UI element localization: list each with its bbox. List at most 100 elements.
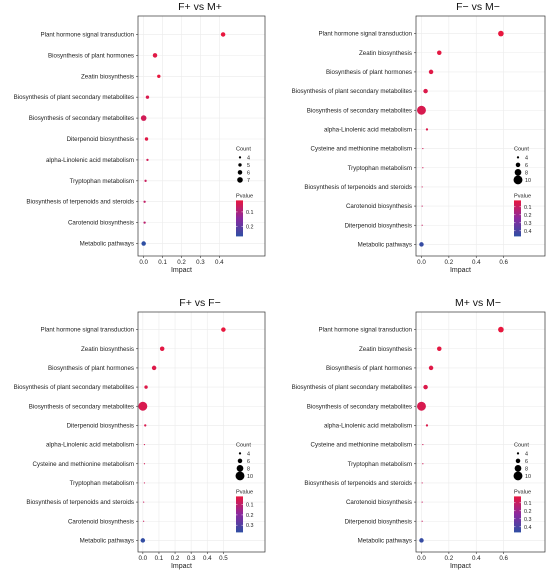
data-point [421, 186, 423, 188]
pvalue-legend-title: Pvalue [236, 193, 253, 199]
data-point [141, 241, 146, 246]
y-tick-label: Biosynthesis of plant secondary metaboli… [292, 88, 412, 95]
pvalue-legend-label: 0.2 [524, 213, 532, 219]
count-legend-label: 6 [525, 163, 528, 169]
count-legend-swatch [515, 162, 521, 168]
pvalue-legend-title: Pvalue [236, 489, 253, 495]
y-tick-label: Cysteine and methionine metabolism [33, 461, 134, 468]
y-tick-label: Tryptophan metabolism [70, 178, 134, 185]
count-legend-label: 8 [525, 466, 528, 472]
chart-title: F+ vs M+ [178, 1, 222, 13]
x-tick-label: 0.1 [158, 259, 167, 266]
x-tick-label: 0.2 [445, 259, 454, 266]
count-legend-swatch [237, 177, 243, 183]
data-point [146, 158, 149, 162]
count-legend-title: Count [514, 442, 529, 448]
pvalue-colorbar [514, 200, 521, 237]
data-point [152, 53, 158, 58]
count-legend-title: Count [514, 146, 529, 152]
y-tick-label: Plant hormone signal transduction [40, 327, 134, 334]
count-legend-label: 8 [525, 170, 528, 176]
data-point [140, 115, 147, 121]
count-legend-label: 10 [525, 474, 531, 480]
data-point [143, 501, 145, 503]
panel-border [415, 311, 546, 553]
y-tick-label: Biosynthesis of secondary metabolites [29, 115, 134, 122]
data-point [421, 520, 423, 522]
x-tick-label: 0.4 [203, 555, 212, 562]
y-tick-label: Zeatin biosynthesis [81, 346, 134, 353]
y-tick-label: Metabolic pathways [80, 537, 134, 544]
pvalue-legend-label: 0.2 [246, 513, 254, 519]
pvalue-legend-title: Pvalue [514, 489, 531, 495]
data-point [143, 221, 146, 224]
x-axis-title: Impact [450, 267, 471, 274]
data-point [422, 167, 424, 169]
y-tick-label: alpha-Linolenic acid metabolism [324, 422, 412, 429]
y-tick-label: Metabolic pathways [80, 241, 134, 248]
x-tick-label: 0.3 [196, 259, 205, 266]
x-tick-label: 0.6 [499, 259, 508, 266]
y-tick-label: Biosynthesis of secondary metabolites [307, 107, 412, 114]
chart-title: M+ vs M− [455, 297, 501, 309]
count-legend-label: 6 [525, 459, 528, 465]
data-point [423, 88, 428, 94]
y-tick-label: Biosynthesis of terpenoids and steroids [304, 184, 412, 191]
pvalue-legend-label: 0.3 [524, 517, 532, 523]
chart-panel-4: M+ vs M− Plant hormone signal transductio… [292, 297, 546, 570]
chart-panel-1: F+ vs M+ Plant hormone signal transductio… [14, 1, 266, 274]
y-tick-label: Biosynthesis of plant hormones [48, 52, 134, 59]
panel-border [137, 311, 266, 553]
x-tick-label: 0.5 [219, 555, 228, 562]
x-tick-label: 0.1 [155, 555, 164, 562]
y-tick-label: Plant hormone signal transduction [318, 327, 412, 334]
y-tick-label: Biosynthesis of secondary metabolites [29, 403, 134, 410]
x-axis-title: Impact [171, 267, 192, 274]
pvalue-legend-label: 0.2 [524, 509, 532, 515]
pvalue-legend-label: 0.1 [246, 210, 254, 216]
panel-border [415, 15, 546, 257]
y-tick-label: Biosynthesis of plant hormones [326, 365, 412, 372]
x-tick-label: 0.4 [472, 259, 481, 266]
y-tick-label: Biosynthesis of terpenoids and steroids [26, 199, 134, 206]
y-tick-label: Biosynthesis of plant hormones [326, 69, 412, 76]
data-point [144, 137, 149, 141]
y-tick-label: Metabolic pathways [358, 241, 412, 248]
data-point [422, 147, 424, 150]
data-point [428, 365, 434, 371]
y-tick-label: Biosynthesis of plant secondary metaboli… [14, 94, 134, 101]
y-tick-label: Diterpenoid biosynthesis [345, 222, 412, 229]
count-legend-swatch [516, 156, 520, 159]
y-tick-label: Zeatin biosynthesis [359, 346, 412, 353]
data-point [143, 463, 146, 465]
x-axis-title: Impact [171, 563, 192, 570]
y-tick-label: Zeatin biosynthesis [81, 73, 134, 80]
data-point [421, 205, 423, 207]
data-point [428, 69, 434, 75]
pvalue-legend-label: 0.1 [524, 501, 532, 507]
count-legend-swatch [513, 471, 523, 481]
y-tick-label: Biosynthesis of plant secondary metaboli… [292, 384, 412, 391]
data-point [220, 32, 226, 37]
data-point [144, 424, 147, 427]
y-tick-label: Biosynthesis of plant hormones [48, 365, 134, 372]
data-point [143, 520, 145, 522]
x-tick-label: 0.4 [472, 555, 481, 562]
pvalue-legend-label: 0.3 [246, 523, 254, 529]
data-point [437, 50, 442, 55]
data-point [145, 95, 150, 99]
count-legend-swatch [237, 170, 243, 175]
x-axis-title: Impact [450, 563, 471, 570]
count-legend-label: 10 [525, 178, 531, 184]
y-tick-label: Tryptophan metabolism [348, 165, 412, 172]
chart-title: F+ vs F− [179, 297, 220, 309]
data-point [140, 538, 146, 543]
data-point [498, 326, 504, 333]
data-point [417, 105, 426, 115]
data-point [423, 384, 428, 390]
count-legend-label: 8 [247, 466, 250, 472]
count-legend-swatch [238, 452, 242, 455]
pvalue-legend-title: Pvalue [514, 193, 531, 199]
count-legend-swatch [237, 458, 243, 464]
data-point [422, 463, 424, 465]
